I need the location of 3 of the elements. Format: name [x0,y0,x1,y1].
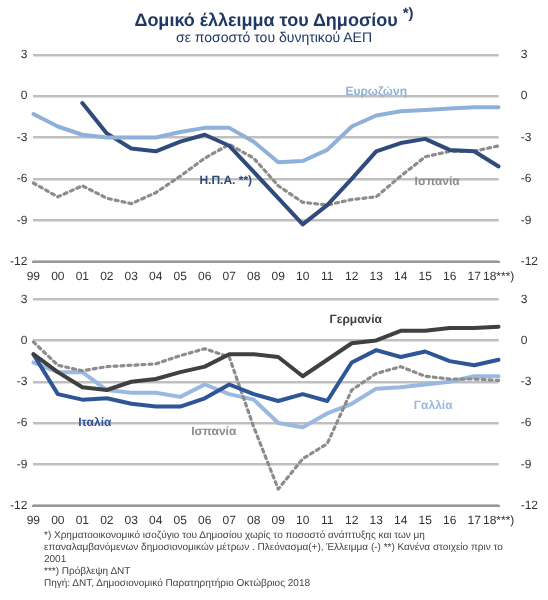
chart-title: Δομικό έλλειμμα του Δημοσίου $^{*)}$ [132,2,416,30]
line-series [31,340,501,491]
line-series [31,142,501,207]
